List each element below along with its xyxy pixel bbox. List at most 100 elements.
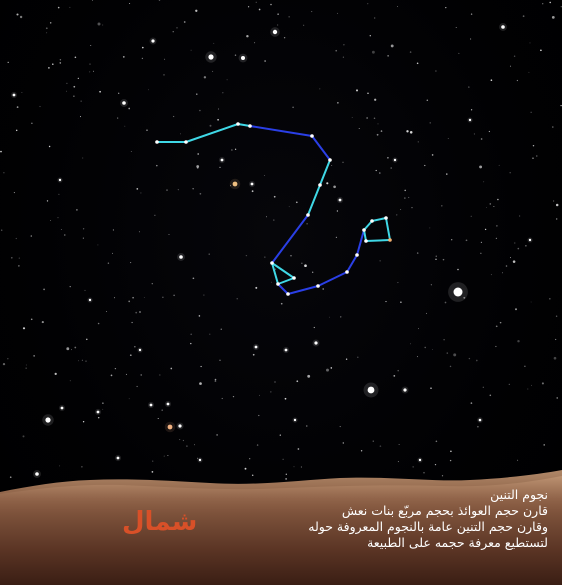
faint-star xyxy=(337,12,339,14)
faint-star xyxy=(130,150,132,152)
faint-star xyxy=(212,70,214,72)
faint-star xyxy=(378,172,381,174)
faint-star xyxy=(263,174,265,176)
faint-star xyxy=(226,79,228,81)
faint-star xyxy=(129,354,132,357)
faint-star xyxy=(39,105,41,108)
faint-star xyxy=(190,49,192,51)
faint-star xyxy=(141,57,144,60)
faint-star xyxy=(69,286,71,288)
faint-star xyxy=(397,282,399,284)
faint-star xyxy=(446,352,449,354)
bright-star xyxy=(149,403,153,407)
faint-star xyxy=(203,294,205,296)
faint-star xyxy=(222,92,224,94)
faint-star xyxy=(31,122,33,124)
faint-star xyxy=(124,125,126,127)
faint-star xyxy=(475,359,478,362)
faint-star xyxy=(342,56,345,58)
faint-star xyxy=(89,71,91,73)
faint-star xyxy=(254,42,256,44)
faint-star xyxy=(280,302,283,305)
faint-star xyxy=(304,264,307,268)
faint-star xyxy=(283,37,286,39)
bright-star xyxy=(151,39,155,43)
faint-star xyxy=(390,167,392,169)
faint-star xyxy=(300,466,302,468)
constellation-star xyxy=(384,216,388,220)
faint-star xyxy=(555,203,559,207)
bright-star xyxy=(167,424,173,430)
faint-star xyxy=(296,380,299,383)
faint-star xyxy=(377,123,379,125)
faint-star xyxy=(82,421,85,423)
faint-star xyxy=(231,149,233,151)
faint-star xyxy=(374,17,376,19)
faint-star xyxy=(373,117,376,120)
faint-star xyxy=(374,98,377,101)
faint-star xyxy=(249,458,251,460)
faint-star xyxy=(441,475,444,477)
faint-star xyxy=(259,394,261,396)
faint-star xyxy=(367,92,369,94)
faint-star xyxy=(244,467,247,470)
faint-star xyxy=(509,172,511,174)
faint-star xyxy=(117,117,119,119)
faint-star xyxy=(122,56,125,58)
faint-star xyxy=(337,102,339,104)
faint-star xyxy=(496,225,498,227)
constellation-line xyxy=(271,262,295,279)
faint-star xyxy=(372,440,374,442)
faint-star xyxy=(434,463,437,466)
faint-star xyxy=(409,131,413,134)
faint-star xyxy=(209,333,211,335)
faint-star xyxy=(273,195,276,198)
bright-star xyxy=(178,424,182,428)
faint-star xyxy=(333,185,336,189)
faint-star xyxy=(411,207,413,209)
faint-star xyxy=(209,124,212,127)
caption-line-2: وقارن حجم التنين عامة بالنجوم المعروفة ح… xyxy=(308,519,548,534)
faint-star xyxy=(282,458,284,460)
faint-star xyxy=(351,116,353,118)
faint-star xyxy=(473,133,475,135)
faint-star xyxy=(19,15,23,19)
faint-star xyxy=(112,252,113,254)
faint-star xyxy=(192,188,194,190)
faint-star xyxy=(208,253,210,255)
constellation-line xyxy=(271,262,279,285)
faint-star xyxy=(429,122,431,124)
faint-star xyxy=(140,374,142,376)
faint-star xyxy=(110,374,113,377)
faint-star xyxy=(256,444,259,446)
faint-star xyxy=(264,60,266,62)
faint-star xyxy=(73,95,75,97)
faint-star xyxy=(129,2,131,5)
constellation-line xyxy=(317,271,348,287)
faint-star xyxy=(495,345,497,348)
faint-star xyxy=(74,346,77,349)
faint-star xyxy=(22,435,25,438)
faint-star xyxy=(166,189,168,191)
bright-star xyxy=(284,348,288,352)
faint-star xyxy=(15,237,17,240)
faint-star xyxy=(424,346,426,349)
constellation-line xyxy=(277,283,289,295)
faint-star xyxy=(77,77,79,80)
faint-star xyxy=(295,201,298,204)
faint-star xyxy=(173,294,175,297)
faint-star xyxy=(423,471,425,474)
constellation-line xyxy=(319,159,331,186)
faint-star xyxy=(512,260,516,263)
faint-star xyxy=(451,239,453,241)
bright-star xyxy=(418,458,422,462)
faint-star xyxy=(409,51,412,53)
bright-star xyxy=(166,402,170,406)
faint-star xyxy=(530,301,532,303)
faint-star xyxy=(553,356,557,360)
bright-star xyxy=(208,54,214,60)
faint-star xyxy=(560,104,562,107)
faint-star xyxy=(247,6,250,8)
faint-star xyxy=(177,189,179,191)
faint-star xyxy=(416,62,419,65)
